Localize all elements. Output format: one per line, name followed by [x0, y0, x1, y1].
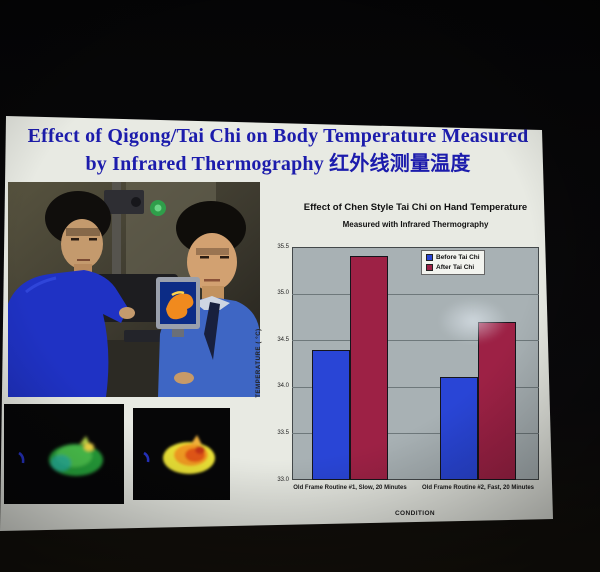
x-axis-label: CONDITION — [394, 510, 436, 517]
chart-title: Effect of Chen Style Tai Chi on Hand Tem… — [303, 202, 528, 213]
left-person — [8, 191, 135, 397]
camera-pole — [112, 182, 121, 282]
slide-title-line1: Effect of Qigong/Tai Chi on Body Tempera… — [27, 125, 529, 147]
y-tick-label: 34.0 — [277, 383, 289, 390]
gridline — [292, 433, 539, 435]
y-tick-label: 33.0 — [277, 476, 289, 483]
lab-photo — [8, 182, 260, 397]
thermal-hand-warm — [163, 435, 215, 474]
thermal-image-before — [4, 404, 124, 504]
y-tick-label: 35.5 — [277, 243, 289, 250]
legend-swatch — [426, 264, 433, 271]
y-axis-label: TEMPERATURE ( °C) — [256, 328, 262, 398]
legend-swatch — [426, 254, 433, 261]
gridline — [292, 340, 539, 342]
legend-label: Before Tai Chi — [436, 254, 480, 261]
legend-item: After Tai Chi — [426, 264, 480, 271]
y-tick-label: 33.5 — [277, 429, 289, 436]
thermal-image-after — [133, 408, 230, 500]
reference-mark — [18, 451, 25, 464]
y-tick-label: 35.0 — [277, 290, 289, 297]
category-label: Old Frame Routine #2, Fast, 20 Minutes — [421, 485, 535, 491]
bar-after-tai-chi — [478, 321, 516, 480]
gridline — [292, 386, 539, 388]
chart-subtitle: Measured with Infrared Thermography — [342, 220, 489, 229]
bar-before-tai-chi — [440, 377, 478, 480]
gridline — [292, 293, 539, 295]
slide-title-line2: by Infrared Thermography 红外线测量温度 — [85, 153, 471, 176]
reference-mark — [143, 451, 150, 463]
bar-after-tai-chi — [350, 256, 388, 480]
legend: Before Tai Chi After Tai Chi — [421, 250, 485, 275]
thermal-camera — [104, 190, 144, 214]
slide-title: Effect of Qigong/Tai Chi on Body Tempera… — [8, 122, 548, 179]
monitor-thermal-display — [156, 277, 200, 337]
thermal-hand-cool — [49, 436, 103, 476]
y-tick-label: 34.5 — [277, 336, 289, 343]
legend-item: Before Tai Chi — [426, 254, 480, 261]
legend-label: After Tai Chi — [436, 264, 475, 271]
category-label: Old Frame Routine #1, Slow, 20 Minutes — [293, 485, 407, 491]
bar-before-tai-chi — [312, 349, 350, 480]
